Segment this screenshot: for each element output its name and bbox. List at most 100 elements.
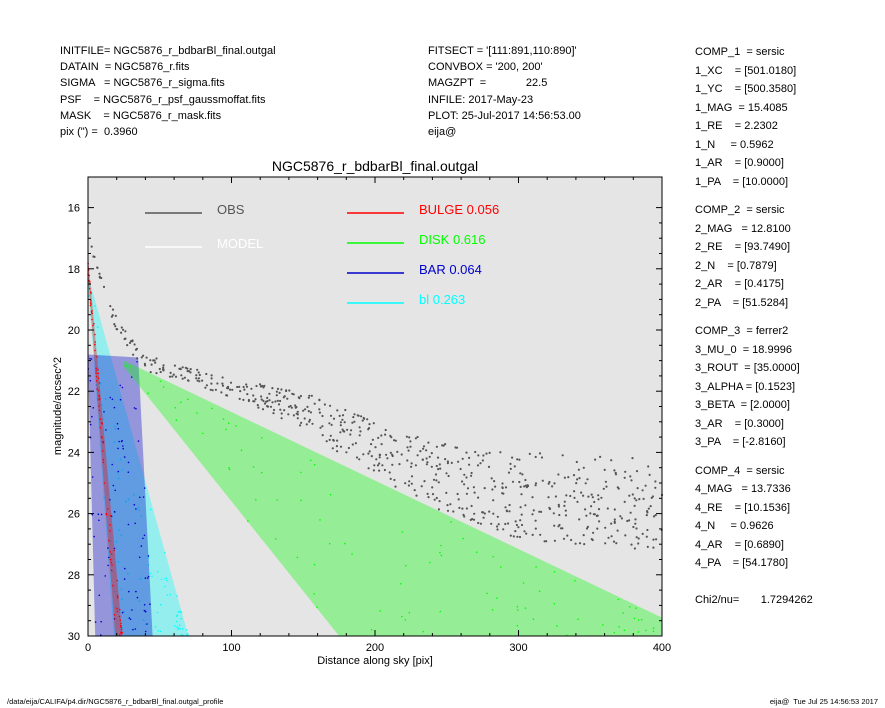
comp3-mu0: 3_MU_0 = 18.9996: [695, 343, 792, 356]
obs-point: [534, 484, 537, 487]
bl-point: [179, 628, 181, 630]
obs-point: [400, 453, 403, 456]
bulge-point: [102, 459, 105, 461]
obs-point: [252, 394, 255, 397]
comp1-yc: 1_YC = [500.3580]: [695, 83, 797, 95]
obs-point: [603, 468, 606, 471]
obs-point: [296, 410, 299, 413]
header-datain: DATAIN = NGC5876_r.fits: [60, 61, 190, 74]
bar-point: [123, 456, 126, 458]
obs-point: [477, 521, 480, 525]
obs-point: [120, 331, 123, 334]
obs-point: [534, 519, 537, 522]
obs-point: [520, 493, 523, 496]
disk-point: [618, 626, 620, 628]
obs-point: [254, 398, 257, 401]
obs-point: [292, 414, 295, 417]
obs-point: [183, 376, 186, 379]
obs-point: [279, 399, 282, 403]
obs-point: [216, 382, 219, 385]
bl-point: [177, 627, 180, 629]
bulge-point: [112, 584, 114, 587]
bar-point: [149, 603, 151, 605]
obs-point: [408, 480, 411, 483]
obs-point: [479, 522, 482, 525]
obs-point: [423, 480, 426, 483]
disk-point: [260, 471, 263, 474]
obs-point: [255, 384, 258, 388]
obs-point: [488, 451, 491, 454]
obs-point: [211, 389, 214, 392]
disk-point: [577, 618, 579, 620]
y-tick-label: 22: [68, 386, 80, 398]
obs-point: [520, 523, 524, 527]
bulge-point: [109, 524, 111, 526]
obs-point: [646, 528, 649, 532]
disk-point: [240, 449, 243, 452]
obs-point: [543, 540, 546, 543]
obs-point: [304, 408, 307, 411]
obs-point: [318, 408, 321, 411]
bulge-point: [120, 628, 123, 631]
obs-point: [586, 478, 589, 481]
bar-point: [91, 513, 93, 516]
bar-point: [146, 577, 149, 579]
obs-point: [332, 439, 335, 442]
obs-point: [594, 458, 597, 461]
bar-point: [131, 609, 133, 611]
obs-point: [100, 276, 103, 280]
obs-point: [563, 500, 566, 503]
obs-point: [458, 506, 461, 509]
bar-point: [146, 623, 148, 625]
bar-point: [130, 376, 133, 378]
disk-point: [147, 392, 149, 395]
obs-point: [335, 445, 338, 448]
obs-point: [256, 404, 259, 407]
bar-point: [117, 470, 120, 473]
disk-point: [491, 609, 494, 611]
bulge-point: [92, 324, 94, 327]
obs-point: [313, 402, 316, 405]
obs-point: [624, 470, 627, 473]
obs-point: [465, 507, 468, 510]
obs-point: [111, 308, 115, 311]
obs-point: [528, 452, 531, 455]
obs-point: [189, 368, 192, 371]
obs-point: [575, 482, 578, 485]
bulge-point: [110, 561, 112, 564]
obs-point: [204, 386, 207, 389]
obs-point: [329, 414, 333, 417]
obs-point: [461, 480, 464, 483]
disk-point: [300, 499, 302, 502]
comp1-mag: 1_MAG = 15.4085: [695, 101, 788, 114]
x-tick-label: 0: [85, 642, 91, 654]
bl-band: [88, 274, 189, 636]
obs-point: [168, 375, 172, 378]
obs-point: [283, 409, 286, 412]
disk-point: [524, 607, 527, 609]
x-tick-label: 200: [366, 642, 384, 654]
obs-point: [380, 434, 383, 437]
bl-point: [142, 619, 145, 622]
obs-point: [242, 398, 245, 401]
y-tick-label: 26: [68, 509, 80, 521]
bulge-point: [90, 311, 93, 313]
bl-point: [176, 626, 178, 628]
obs-point: [511, 480, 515, 483]
bar-point: [132, 628, 134, 631]
bulge-point: [90, 303, 92, 305]
bar-point: [107, 564, 109, 567]
obs-point: [638, 498, 641, 501]
disk-point: [344, 542, 346, 545]
disk-point: [174, 407, 177, 409]
obs-point: [487, 465, 491, 468]
comp2-mag: 2_MAG = 12.8100: [695, 222, 791, 235]
obs-point: [610, 535, 613, 538]
obs-point: [654, 514, 657, 517]
bulge-point: [113, 549, 115, 552]
bar-point: [89, 379, 92, 382]
obs-point: [517, 526, 520, 529]
obs-point: [134, 348, 138, 351]
obs-point: [483, 487, 486, 490]
disk-point: [227, 422, 230, 425]
